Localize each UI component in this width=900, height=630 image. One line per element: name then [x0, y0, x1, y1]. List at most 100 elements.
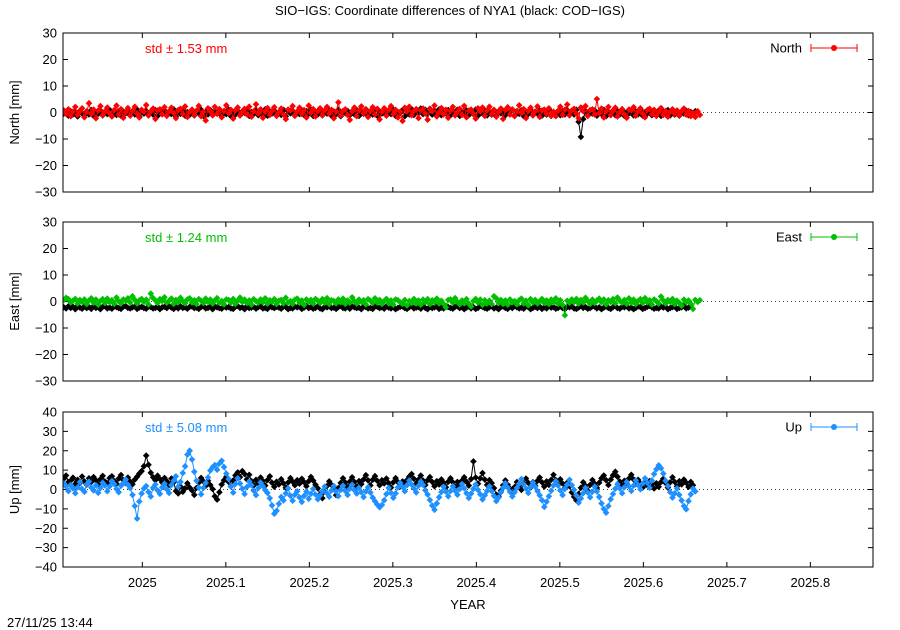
data-point: [140, 462, 148, 470]
data-point: [563, 101, 571, 108]
data-point: [497, 296, 505, 304]
data-point: [474, 486, 482, 494]
data-point: [245, 297, 253, 304]
data-point: [454, 108, 461, 115]
data-point: [94, 489, 102, 497]
data-point: [579, 489, 587, 497]
data-point: [575, 304, 582, 311]
data-point: [673, 305, 681, 313]
data-point: [673, 107, 681, 114]
data-point: [531, 483, 539, 491]
data-point: [593, 488, 601, 495]
panel-north: −30 −20 −10 0 10 20 30 North [mm] std ± 1.53 mm N…: [7, 26, 874, 200]
data-point: [426, 106, 434, 113]
data-point: [152, 304, 159, 312]
data-point: [200, 484, 207, 492]
data-point: [609, 303, 617, 311]
data-point: [136, 114, 143, 121]
data-point: [433, 113, 441, 120]
data-point: [108, 473, 116, 480]
data-point: [287, 474, 294, 482]
data-point: [477, 296, 484, 303]
data-point: [193, 300, 200, 308]
data-point: [259, 482, 267, 490]
data-point: [307, 490, 315, 498]
data-point: [179, 107, 187, 114]
data-point: [438, 104, 445, 112]
data-point: [325, 478, 333, 485]
data-point: [195, 110, 203, 117]
data-point: [88, 110, 95, 118]
y-axis-label: North [mm]: [7, 80, 22, 144]
data-point: [673, 485, 681, 492]
data-point: [211, 107, 219, 115]
data-point: [92, 481, 100, 489]
data-point: [536, 113, 543, 121]
data-point: [216, 299, 223, 307]
data-point: [252, 101, 260, 108]
data-point: [158, 483, 166, 491]
data-point: [69, 108, 77, 115]
data-point: [344, 111, 351, 119]
data-point: [378, 300, 386, 308]
data-point: [140, 298, 148, 306]
data-point: [239, 467, 246, 475]
series-sio-igs: [63, 447, 699, 522]
data-point: [252, 476, 260, 484]
data-point: [364, 483, 372, 491]
data-point: [163, 477, 171, 485]
data-point: [641, 108, 649, 116]
data-point: [639, 480, 646, 487]
data-point: [387, 102, 395, 110]
data-point: [383, 475, 390, 482]
data-point: [179, 110, 187, 118]
data-point: [129, 481, 136, 488]
legend-label: East: [776, 230, 802, 245]
data-point: [447, 487, 454, 495]
data-point: [465, 300, 473, 307]
data-point: [518, 475, 525, 483]
data-point: [168, 295, 175, 302]
data-point: [424, 305, 431, 313]
data-point: [136, 498, 143, 505]
data-point: [67, 477, 74, 484]
data-point: [529, 479, 537, 486]
data-point: [172, 114, 180, 122]
y-tick-label: 0: [50, 482, 57, 497]
data-point: [511, 488, 518, 496]
data-point: [168, 304, 175, 311]
data-point: [140, 108, 148, 115]
data-point: [460, 299, 468, 307]
data-point: [133, 300, 141, 307]
data-point: [364, 477, 372, 484]
data-point: [156, 305, 164, 313]
data-point: [570, 486, 578, 494]
data-point: [287, 492, 294, 499]
data-point: [142, 452, 150, 459]
data-point: [438, 297, 445, 304]
data-point: [582, 102, 589, 110]
data-point: [550, 108, 557, 115]
data-point: [470, 110, 477, 118]
data-point: [145, 488, 152, 496]
data-point: [339, 475, 347, 482]
data-point: [465, 107, 473, 114]
data-point: [291, 112, 299, 119]
data-point: [248, 301, 255, 308]
data-point: [122, 302, 129, 310]
y-tick-label: −30: [35, 374, 57, 389]
data-point: [385, 479, 392, 487]
data-point: [579, 115, 587, 123]
data-point: [126, 484, 134, 492]
data-point: [184, 451, 191, 458]
data-point: [600, 472, 608, 479]
data-point: [367, 297, 374, 304]
y-axis-label: Up [mm]: [7, 465, 22, 514]
data-point: [623, 478, 630, 486]
data-point: [312, 295, 319, 303]
data-point: [211, 493, 219, 500]
data-point: [616, 485, 624, 492]
data-point: [195, 295, 203, 303]
data-point: [472, 481, 479, 488]
data-point: [209, 300, 216, 307]
